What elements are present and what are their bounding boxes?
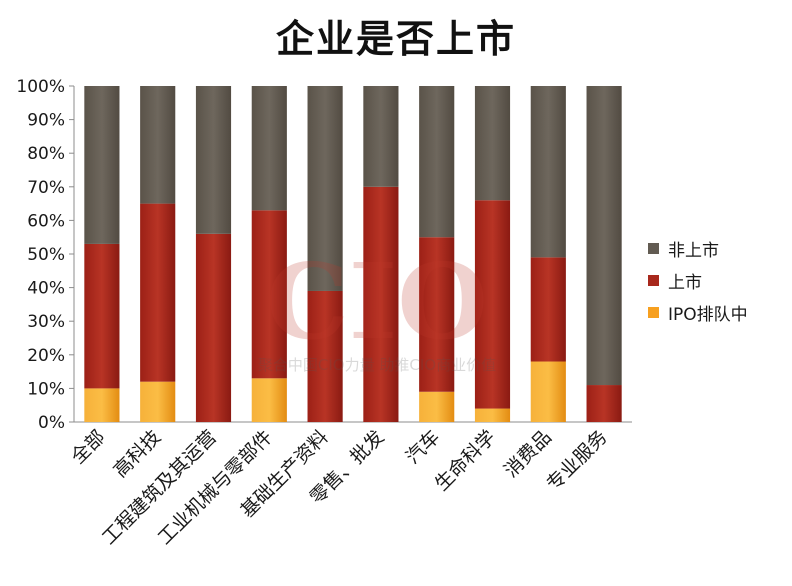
bar-segment-2-6: [419, 86, 455, 238]
bar-segment-1-0: [84, 243, 120, 389]
bar-segment-1-1: [140, 203, 176, 382]
legend-label-unlisted: 非上市: [668, 240, 719, 261]
y-tick-label: 60%: [27, 211, 65, 231]
bar-segment-2-8: [530, 86, 566, 258]
x-category-label: 生命科学: [431, 426, 500, 495]
watermark-logo-text: CIO: [266, 242, 488, 363]
y-tick-label: 90%: [27, 111, 65, 131]
x-category-label: 专业服务: [542, 426, 611, 495]
bars: [84, 86, 622, 422]
y-tick-label: 100%: [16, 77, 65, 97]
legend-swatch-unlisted: [648, 242, 659, 254]
bar-segment-1-4: [307, 290, 343, 422]
y-tick-label: 80%: [27, 144, 65, 164]
bar-segment-2-0: [84, 86, 120, 244]
bar-segment-1-6: [419, 237, 455, 392]
y-tick-label: 30%: [27, 312, 65, 332]
legend: 非上市 上市 IPO排队中: [648, 232, 748, 328]
bar-segment-2-7: [474, 86, 511, 201]
bar-segment-0-0: [84, 388, 120, 422]
legend-swatch-ipo: [648, 306, 659, 318]
bar-segment-1-2: [195, 233, 232, 422]
legend-label-listed: 上市: [668, 272, 702, 293]
x-category-label: 汽车: [402, 426, 444, 468]
bar-segment-1-7: [474, 200, 511, 409]
y-tick-label: 70%: [27, 178, 65, 198]
bar-segment-0-3: [251, 378, 287, 422]
y-tick-label: 10%: [27, 379, 65, 399]
bar-segment-2-9: [586, 86, 622, 386]
legend-item-listed: 上市: [648, 264, 748, 296]
bar-segment-0-7: [474, 408, 511, 422]
bar-segment-1-5: [363, 186, 399, 422]
bar-segment-0-8: [530, 361, 566, 422]
legend-swatch-listed: [648, 274, 659, 286]
bar-segment-1-8: [530, 257, 566, 362]
bar-segment-2-1: [140, 86, 176, 204]
y-tick-label: 0%: [38, 413, 65, 433]
bar-segment-1-9: [586, 385, 622, 422]
x-category-label: 全部: [67, 426, 109, 468]
cio-watermark-logo: CIO 聚合中国CIO力量 助推CIO商业价值: [258, 242, 496, 374]
chart-title: 企业是否上市: [275, 17, 516, 61]
bar-segment-2-4: [307, 86, 343, 291]
bar-segment-0-6: [419, 391, 455, 422]
bar-segment-2-3: [251, 86, 287, 211]
bar-segment-1-3: [251, 210, 287, 379]
legend-item-ipo: IPO排队中: [648, 296, 748, 328]
watermark-tagline: 聚合中国CIO力量 助推CIO商业价值: [258, 356, 496, 374]
bar-segment-0-1: [140, 381, 176, 422]
y-tick-label: 20%: [27, 346, 65, 366]
y-tick-label: 40%: [27, 279, 65, 299]
tick-labels: 0% 10% 20% 30% 40% 50% 60% 70% 80% 90% 100%: [16, 77, 65, 433]
bar-segment-2-2: [195, 86, 232, 234]
y-tick-label: 50%: [27, 245, 65, 265]
legend-label-ipo: IPO排队中: [668, 304, 748, 325]
bar-segment-2-5: [363, 86, 399, 187]
legend-item-unlisted: 非上市: [648, 232, 748, 264]
